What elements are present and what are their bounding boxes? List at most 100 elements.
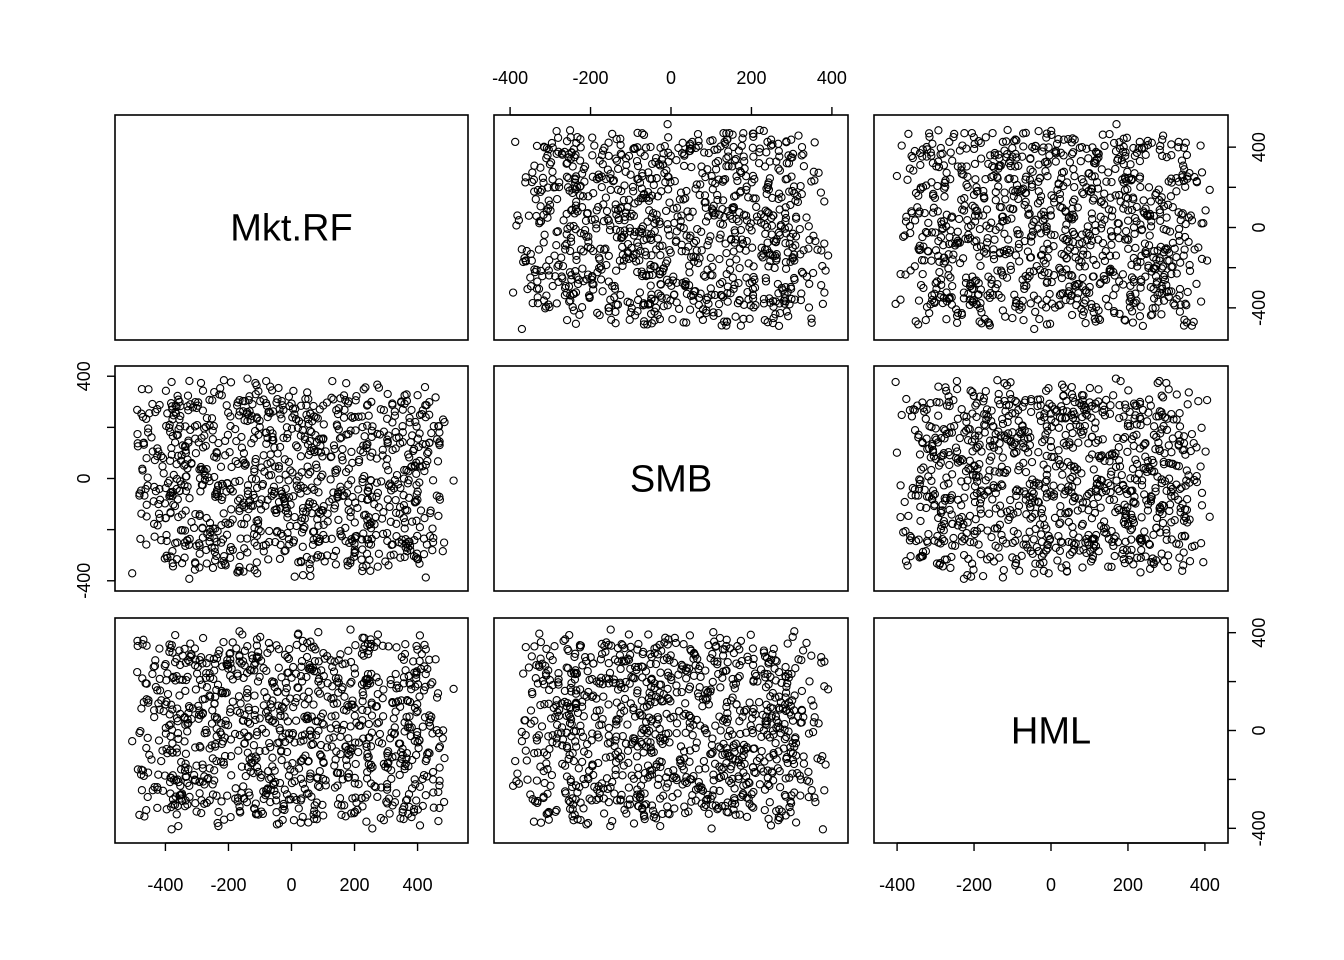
data-point: [970, 497, 980, 507]
data-point: [343, 561, 352, 570]
data-point: [205, 669, 214, 678]
data-point: [435, 781, 444, 790]
data-point: [925, 308, 934, 318]
data-point: [428, 524, 437, 533]
data-point: [266, 797, 275, 807]
data-point: [1107, 212, 1117, 221]
data-point: [950, 129, 959, 139]
data-point: [1014, 239, 1024, 249]
data-point: [998, 212, 1008, 221]
data-point: [998, 453, 1007, 462]
data-point: [374, 383, 384, 392]
data-point: [1047, 422, 1056, 432]
data-point: [219, 760, 229, 769]
data-point: [1179, 143, 1189, 152]
data-point: [1087, 303, 1097, 312]
data-point: [399, 501, 409, 510]
data-point: [984, 159, 993, 169]
data-point: [167, 450, 176, 459]
data-point: [181, 686, 190, 696]
data-point: [959, 574, 969, 583]
data-point: [942, 473, 951, 482]
data-point: [1142, 211, 1152, 220]
data-point: [553, 262, 562, 271]
data-point: [533, 185, 543, 195]
data-point: [150, 455, 160, 465]
data-point: [356, 721, 365, 730]
data-point: [558, 261, 568, 271]
data-point: [554, 182, 564, 192]
data-point: [434, 816, 443, 826]
data-point: [354, 780, 363, 789]
data-point: [597, 172, 606, 181]
data-point: [272, 641, 281, 650]
data-point: [970, 526, 979, 536]
data-point: [261, 728, 271, 737]
data-point: [788, 243, 797, 252]
data-point: [162, 421, 171, 431]
data-point: [153, 686, 162, 695]
data-point: [604, 303, 613, 312]
data-point: [924, 472, 933, 481]
data-point: [329, 488, 338, 497]
data-point: [302, 789, 312, 798]
data-point: [1135, 444, 1145, 453]
data-point: [905, 221, 915, 231]
data-point: [636, 148, 645, 157]
data-point: [226, 752, 236, 761]
data-point: [344, 646, 353, 655]
data-point: [308, 527, 318, 536]
data-point: [1205, 185, 1214, 195]
data-point: [185, 494, 194, 503]
data-point: [162, 676, 171, 685]
data-point: [804, 244, 813, 253]
data-point: [272, 505, 281, 514]
data-point: [1185, 266, 1195, 276]
data-point: [934, 382, 943, 391]
data-point: [185, 376, 194, 386]
data-point: [911, 491, 920, 500]
data-point: [1123, 419, 1133, 428]
data-point: [761, 277, 771, 286]
data-point: [233, 398, 242, 407]
data-point: [1028, 227, 1038, 236]
data-point: [599, 245, 609, 254]
data-point: [1011, 299, 1021, 308]
data-point: [290, 512, 299, 522]
data-point: [991, 504, 1000, 513]
data-point: [371, 702, 381, 711]
data-point: [1097, 196, 1106, 205]
data-point: [721, 139, 730, 148]
data-point: [606, 169, 615, 178]
data-point: [1031, 509, 1040, 518]
data-point: [755, 125, 764, 135]
data-point: [1021, 396, 1030, 405]
data-point: [1077, 504, 1087, 513]
data-point: [783, 174, 792, 184]
data-point: [1119, 555, 1128, 564]
data-point: [243, 748, 252, 757]
data-point: [362, 440, 371, 450]
data-point: [1067, 310, 1077, 320]
data-point: [651, 153, 661, 163]
data-point: [1113, 226, 1122, 235]
data-point: [395, 739, 405, 748]
data-point: [412, 674, 421, 683]
data-point: [755, 144, 765, 153]
data-point: [1078, 430, 1087, 439]
data-point: [994, 446, 1003, 455]
data-point: [1058, 406, 1068, 415]
data-point: [647, 174, 656, 184]
data-point: [791, 214, 801, 223]
data-point: [997, 293, 1006, 302]
data-point: [647, 251, 656, 260]
data-point: [383, 495, 392, 504]
data-point: [1078, 412, 1087, 422]
data-point: [1144, 395, 1154, 404]
data-point: [587, 215, 596, 224]
data-point: [1073, 279, 1082, 289]
data-point: [1044, 245, 1053, 254]
data-point: [1082, 144, 1091, 153]
data-point: [411, 417, 420, 427]
data-point: [774, 139, 783, 148]
